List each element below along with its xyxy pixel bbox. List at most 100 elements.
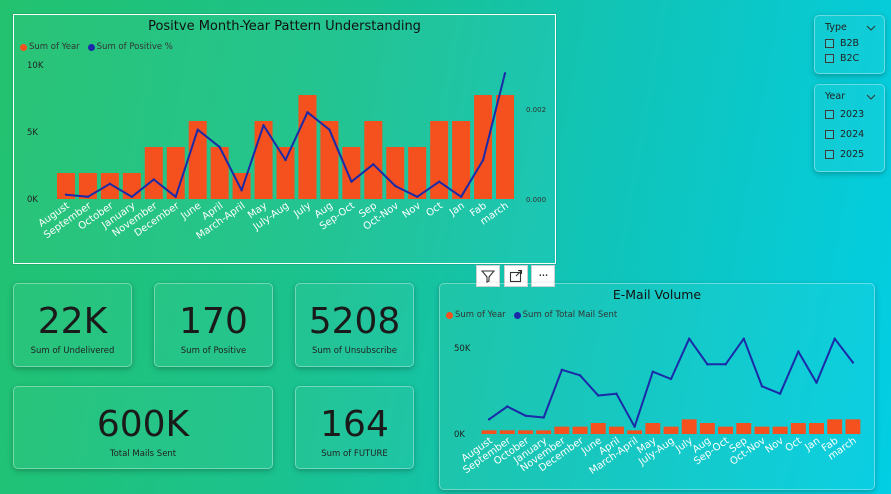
line-point[interactable] (416, 195, 419, 199)
bar[interactable] (518, 430, 533, 434)
bar[interactable] (718, 426, 734, 434)
line-point[interactable] (196, 128, 199, 131)
bar[interactable] (430, 121, 449, 199)
kpi-card-unsubscribe[interactable]: 5208 Sum of Unsubscribe (295, 283, 414, 367)
bar[interactable] (790, 423, 806, 434)
bar[interactable] (772, 426, 788, 434)
bar[interactable] (809, 423, 824, 434)
kpi-card-total-mails[interactable]: 600K Total Mails Sent (13, 386, 273, 469)
bar[interactable] (496, 95, 515, 199)
chart2-legend-mail-sent[interactable]: Sum of Total Mail Sent (513, 310, 617, 320)
chart1-legend-positive[interactable]: Sum of Positive % (87, 42, 173, 52)
chart2-legend-year[interactable]: Sum of Year (446, 310, 506, 320)
bar[interactable] (276, 147, 295, 199)
line-point[interactable] (394, 184, 397, 188)
kpi-card-positive[interactable]: 170 Sum of Positive (154, 283, 273, 367)
bar[interactable] (320, 121, 339, 199)
bar[interactable] (827, 419, 843, 434)
bar[interactable] (681, 419, 697, 434)
line-point[interactable] (64, 193, 68, 196)
line-point[interactable] (459, 195, 463, 199)
line-point[interactable] (240, 189, 243, 192)
chevron-down-icon[interactable] (866, 25, 876, 31)
line-point[interactable] (503, 72, 507, 75)
bar[interactable] (386, 147, 405, 199)
line-point[interactable] (706, 363, 709, 366)
line-point[interactable] (108, 182, 112, 186)
slicer-item-2024[interactable]: 2024 (825, 129, 864, 140)
kpi-card-future[interactable]: 164 Sum of FUTURE (295, 386, 414, 469)
checkbox[interactable] (825, 130, 834, 139)
line-point[interactable] (560, 368, 564, 372)
bar[interactable] (100, 173, 119, 199)
bar[interactable] (554, 426, 570, 434)
focus-mode-button[interactable] (504, 265, 528, 287)
bar[interactable] (736, 423, 752, 434)
year-slicer[interactable]: Year 2023 2024 2025 (814, 84, 885, 172)
positive-pattern-chart[interactable]: Positve Month-Year Pattern Understanding… (13, 14, 556, 264)
line-point[interactable] (174, 195, 177, 199)
bar[interactable] (845, 419, 861, 434)
line-point[interactable] (481, 158, 485, 162)
slicer-item-2025[interactable]: 2025 (825, 149, 864, 160)
checkbox[interactable] (825, 54, 834, 63)
line-point[interactable] (542, 416, 545, 419)
bar[interactable] (298, 95, 317, 199)
kpi-card-undelivered[interactable]: 22K Sum of Undelivered (13, 283, 132, 367)
line-point[interactable] (778, 392, 782, 395)
slicer-item-b2b[interactable]: B2B (825, 38, 859, 49)
checkbox[interactable] (825, 150, 834, 159)
bar[interactable] (56, 173, 75, 199)
line-point[interactable] (797, 350, 800, 353)
bar[interactable] (78, 173, 97, 199)
line-point[interactable] (372, 163, 375, 166)
checkbox[interactable] (825, 110, 834, 119)
line-point[interactable] (578, 374, 582, 377)
bar[interactable] (572, 426, 588, 434)
bar[interactable] (122, 173, 141, 199)
bar[interactable] (754, 426, 770, 434)
line-point[interactable] (487, 418, 491, 421)
bar[interactable] (645, 423, 661, 434)
line-point[interactable] (506, 405, 509, 408)
bar[interactable] (590, 423, 606, 434)
type-slicer[interactable]: Type B2B B2C (814, 15, 885, 74)
bar[interactable] (144, 147, 163, 199)
line-point[interactable] (615, 392, 618, 395)
line-point[interactable] (350, 180, 353, 183)
line-point[interactable] (328, 128, 331, 131)
bar[interactable] (364, 121, 383, 199)
line-point[interactable] (306, 111, 309, 114)
line-point[interactable] (851, 361, 855, 364)
checkbox[interactable] (825, 39, 834, 48)
line-point[interactable] (437, 180, 441, 183)
slicer-item-b2c[interactable]: B2C (825, 53, 859, 64)
bar[interactable] (452, 121, 471, 199)
line-point[interactable] (597, 394, 600, 397)
chart1-legend-year[interactable]: Sum of Year (20, 42, 80, 52)
filter-button[interactable] (476, 265, 500, 287)
line-point[interactable] (524, 414, 527, 417)
bar[interactable] (536, 430, 552, 434)
bar[interactable] (481, 430, 497, 434)
chevron-down-icon[interactable] (866, 94, 876, 100)
line-point[interactable] (815, 381, 818, 384)
bar[interactable] (474, 95, 493, 199)
bar[interactable] (663, 426, 679, 434)
line-point[interactable] (86, 195, 90, 199)
bar[interactable] (699, 423, 715, 434)
bar[interactable] (499, 430, 515, 434)
bar[interactable] (608, 426, 624, 434)
line-point[interactable] (651, 370, 655, 373)
line-point[interactable] (687, 337, 691, 340)
bar[interactable] (342, 147, 361, 199)
line-point[interactable] (760, 385, 764, 388)
bar[interactable] (210, 147, 229, 199)
bar[interactable] (627, 430, 643, 434)
bar[interactable] (254, 121, 273, 199)
line-point[interactable] (130, 195, 134, 199)
line-point[interactable] (669, 377, 673, 381)
line-point[interactable] (284, 158, 287, 162)
line-point[interactable] (724, 363, 727, 366)
line-point[interactable] (742, 337, 745, 340)
